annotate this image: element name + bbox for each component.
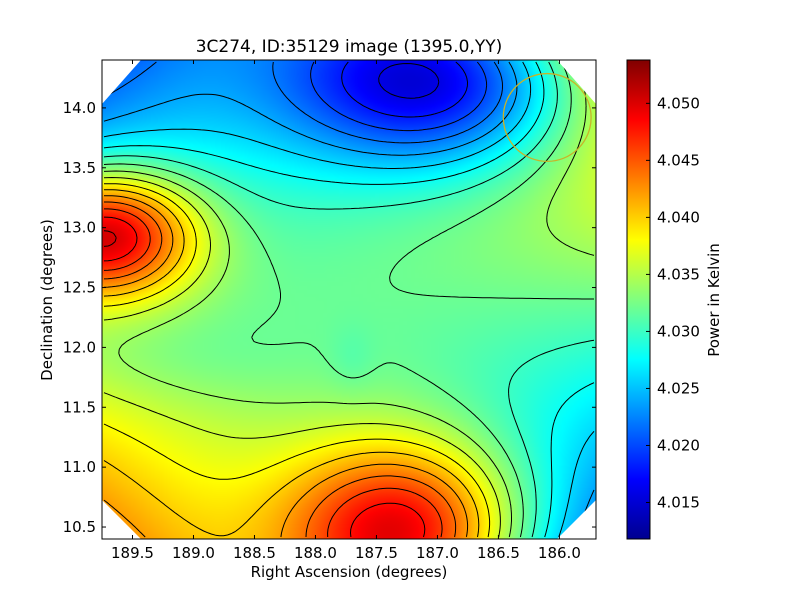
contour-line-4 xyxy=(103,61,595,538)
x-axis-ticks: 189.5 189.0 188.5 188.0 187.5 187.0 186.5 186.0 xyxy=(111,60,581,562)
x-tick-label: 187.0 xyxy=(416,544,459,562)
colorbar-tick-label: 4.015 xyxy=(657,494,700,512)
x-tick-label: 188.0 xyxy=(294,544,337,562)
contour-line-11 xyxy=(103,183,491,538)
colorbar-tick-label: 4.050 xyxy=(657,94,700,112)
y-tick-label: 11.5 xyxy=(63,398,96,416)
contour-line-3 xyxy=(103,61,503,144)
x-axis-label: Right Ascension (degrees) xyxy=(251,563,448,581)
y-tick-label: 13.5 xyxy=(63,159,96,177)
contour-line-6 xyxy=(103,61,595,538)
contour-lines xyxy=(103,61,595,538)
x-tick-label: 188.5 xyxy=(233,544,276,562)
y-tick-label: 12.0 xyxy=(63,338,96,356)
colorbar-tick-label: 4.020 xyxy=(657,436,700,454)
x-tick-label: 189.0 xyxy=(172,544,215,562)
x-tick-label: 186.0 xyxy=(538,544,581,562)
colorbar-tick-label: 4.025 xyxy=(657,379,700,397)
colorbar-tick-label: 4.030 xyxy=(657,322,700,340)
colorbar-tick-label: 4.045 xyxy=(657,151,700,169)
contour-line-15 xyxy=(103,208,443,538)
colorbar: 4.015 4.020 4.025 4.030 4.035 4.040 4.045 4.050… xyxy=(626,59,723,540)
contour-line-14 xyxy=(103,201,457,538)
y-axis-ticks: 10.5 11.0 11.5 12.0 12.5 13.0 13.5 14.0 xyxy=(63,99,596,536)
colorbar-tick-label: 4.035 xyxy=(657,265,700,283)
colorbar-ticks: 4.015 4.020 4.025 4.030 4.035 4.040 4.045 4.050 xyxy=(646,94,700,512)
plot-area xyxy=(101,59,597,540)
y-tick-label: 12.5 xyxy=(63,279,96,297)
y-axis-label: Declination (degrees) xyxy=(38,219,56,381)
y-tick-label: 11.0 xyxy=(63,458,96,476)
beam-circle xyxy=(502,72,592,163)
colorbar-label: Power in Kelvin xyxy=(705,243,723,357)
contour-line-13 xyxy=(103,195,469,538)
contour-line-1 xyxy=(341,61,468,118)
colorbar-tick-label: 4.040 xyxy=(657,208,700,226)
x-tick-label: 187.5 xyxy=(355,544,398,562)
contour-line-5 xyxy=(103,61,595,538)
x-tick-label: 189.5 xyxy=(111,544,154,562)
contour-line-0 xyxy=(378,63,440,99)
colorbar-gradient xyxy=(626,59,651,540)
contour-line-2 xyxy=(310,61,488,132)
heatmap-image xyxy=(102,60,596,539)
heatmap-raster xyxy=(102,60,596,539)
y-tick-label: 13.0 xyxy=(63,219,96,237)
y-tick-label: 14.0 xyxy=(63,99,96,117)
y-tick-label: 10.5 xyxy=(63,518,96,536)
contour-line-7 xyxy=(103,61,595,538)
axes-frame xyxy=(101,59,597,540)
contour-line-12 xyxy=(103,189,480,538)
chart-title: 3C274, ID:35129 image (1395.0,YY) xyxy=(196,37,503,57)
contour-line-16 xyxy=(103,216,426,538)
x-tick-label: 186.5 xyxy=(477,544,520,562)
contour-line-17 xyxy=(103,230,117,247)
